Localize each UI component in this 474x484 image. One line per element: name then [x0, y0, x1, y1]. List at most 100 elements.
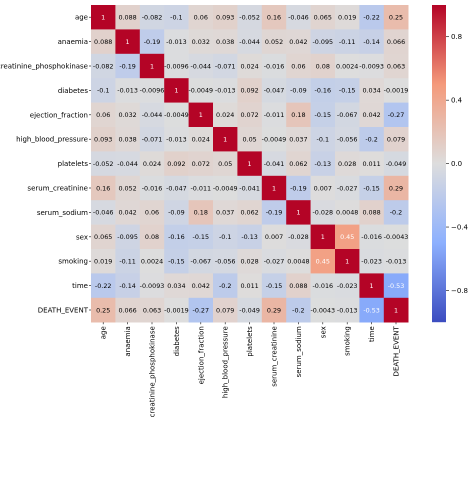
cell-value-label: -0.011: [264, 111, 285, 119]
cell-value-label: 0.06: [291, 62, 305, 70]
cell-value-label: -0.16: [315, 87, 332, 95]
col-label-smoking: smoking: [344, 326, 352, 356]
col-label-ejection_fraction: ejection_fraction: [197, 326, 205, 384]
heatmap-cell-age-smoking: [335, 5, 360, 30]
cell-value-label: -0.016: [312, 282, 333, 290]
heatmap-cell-smoking-DEATH_EVENT: [383, 249, 409, 274]
cell-value-label: -0.041: [264, 160, 285, 168]
col-label-anaemia: anaemia: [124, 326, 132, 356]
cell-value-label: 0.042: [118, 209, 136, 217]
heatmap-cell-smoking-high_blood_pressure: [213, 249, 238, 274]
heatmap-cell-high_blood_pressure-platelets: [237, 127, 263, 152]
cell-value-label: -0.049: [386, 160, 407, 168]
cell-value-label: 0.093: [94, 136, 112, 144]
heatmap-cell-serum_sodium-DEATH_EVENT: [383, 200, 409, 225]
cell-value-label: -0.19: [266, 209, 283, 217]
row-label-ejection_fraction: ejection_fraction: [30, 111, 88, 119]
cell-value-label: 0.063: [143, 306, 161, 314]
cell-value-label: 1: [150, 62, 154, 70]
cell-value-label: -0.15: [193, 233, 210, 241]
heatmap-cell-serum_sodium-serum_creatinine: [261, 200, 287, 225]
heatmap-cell-time-creatinine_phosphokinase: [139, 273, 165, 299]
heatmap-cell-smoking-platelets: [237, 249, 263, 274]
colorbar-tick-label: −0.4: [451, 224, 469, 232]
heatmap-cell-platelets-smoking: [335, 151, 360, 177]
cell-value-label: -0.16: [168, 233, 185, 241]
heatmap-cell-DEATH_EVENT-serum_sodium: [286, 297, 311, 323]
heatmap-cell-serum_sodium-diabetes: [164, 200, 189, 225]
cell-value-label: 0.034: [167, 282, 185, 290]
cell-value-label: -0.0093: [140, 282, 165, 290]
cell-value-label: 0.062: [240, 209, 258, 217]
heatmap-cell-sex-time: [359, 224, 385, 250]
row-label-platelets: platelets: [58, 160, 89, 168]
cell-value-label: -0.044: [117, 160, 138, 168]
heatmap-cell-smoking-serum_sodium: [286, 249, 311, 274]
cell-value-label: -0.027: [337, 184, 358, 192]
col-label-age: age: [100, 326, 108, 339]
heatmap-cell-time-age: [91, 273, 116, 299]
cell-value-label: 1: [345, 258, 349, 266]
heatmap-cell-smoking-serum_creatinine: [261, 249, 287, 274]
heatmap-cell-age-serum_creatinine: [261, 5, 287, 30]
cell-value-label: 0.024: [192, 136, 210, 144]
cell-value-label: -0.0049: [188, 87, 213, 95]
cell-value-label: 0.06: [145, 209, 159, 217]
heatmap-cell-time-sex: [310, 273, 336, 299]
cell-value-label: -0.13: [315, 160, 332, 168]
heatmap-cell-platelets-time: [359, 151, 385, 177]
heatmap-cell-sex-age: [91, 224, 116, 250]
heatmap-cell-labels: 1 0.088 -0.082 -0.1 0.06 0.093 -0.052 0.16 -0.04…: [93, 14, 408, 315]
col-label-sex: sex: [319, 326, 327, 338]
col-label-serum_creatinine: serum_creatinine: [271, 326, 279, 387]
cell-value-label: -0.2: [292, 306, 304, 314]
row-label-sex: sex: [76, 233, 88, 241]
cell-value-label: -0.53: [388, 282, 405, 290]
col-label-high_blood_pressure: high_blood_pressure: [222, 326, 230, 398]
heatmap-cell-serum_creatinine-sex: [310, 175, 336, 201]
heatmap-cell-ejection_fraction-smoking: [335, 102, 360, 128]
cell-value-label: -0.013: [215, 87, 236, 95]
heatmap-cell-diabetes-age: [91, 78, 116, 103]
cell-value-label: -0.15: [339, 87, 356, 95]
row-label-time: time: [72, 282, 88, 290]
heatmap-cell-serum_sodium-sex: [310, 200, 336, 225]
cell-value-label: -0.11: [119, 258, 136, 266]
cell-value-label: -0.011: [190, 184, 211, 192]
heatmap-cell-anaemia-anaemia: [115, 29, 141, 55]
cell-value-label: -0.044: [142, 111, 163, 119]
heatmap-cell-anaemia-sex: [310, 29, 336, 55]
cell-value-label: 0.011: [362, 160, 380, 168]
cell-value-label: 0.032: [192, 38, 210, 46]
heatmap-cell-ejection_fraction-sex: [310, 102, 336, 128]
heatmap-cell-diabetes-creatinine_phosphokinase: [139, 78, 165, 103]
cell-value-label: 0.024: [240, 62, 258, 70]
heatmap-cell-serum_creatinine-platelets: [237, 175, 263, 201]
cell-value-label: 0.25: [389, 14, 403, 22]
heatmap-cell-age-time: [359, 5, 385, 30]
heatmap-cell-sex-serum_sodium: [286, 224, 311, 250]
row-label-DEATH_EVENT: DEATH_EVENT: [38, 307, 89, 315]
heatmap-cell-anaemia-age: [91, 29, 116, 55]
heatmap-cell-anaemia-serum_creatinine: [261, 29, 287, 55]
cell-value-label: -0.082: [142, 14, 163, 22]
cell-value-label: 0.028: [240, 258, 258, 266]
row-label-serum_creatinine: serum_creatinine: [27, 185, 88, 193]
heatmap-cell-high_blood_pressure-smoking: [335, 127, 360, 152]
cell-value-label: 0.052: [265, 38, 283, 46]
cell-value-label: -0.047: [264, 87, 285, 95]
cell-value-label: -0.016: [142, 184, 163, 192]
heatmap-cell-sex-serum_creatinine: [261, 224, 287, 250]
cell-value-label: -0.1: [219, 233, 231, 241]
heatmap-cell-diabetes-DEATH_EVENT: [383, 78, 409, 103]
heatmap-cell-high_blood_pressure-sex: [310, 127, 336, 152]
heatmap-cell-DEATH_EVENT-diabetes: [164, 297, 189, 323]
heatmap-cell-time-high_blood_pressure: [213, 273, 238, 299]
cell-value-label: -0.2: [390, 209, 402, 217]
heatmap-cell-diabetes-ejection_fraction: [188, 78, 214, 103]
row-label-smoking: smoking: [58, 258, 88, 266]
heatmap-cell-age-ejection_fraction: [188, 5, 214, 30]
heatmap-cell-ejection_fraction-ejection_fraction: [188, 102, 214, 128]
heatmap-cell-ejection_fraction-high_blood_pressure: [213, 102, 238, 128]
